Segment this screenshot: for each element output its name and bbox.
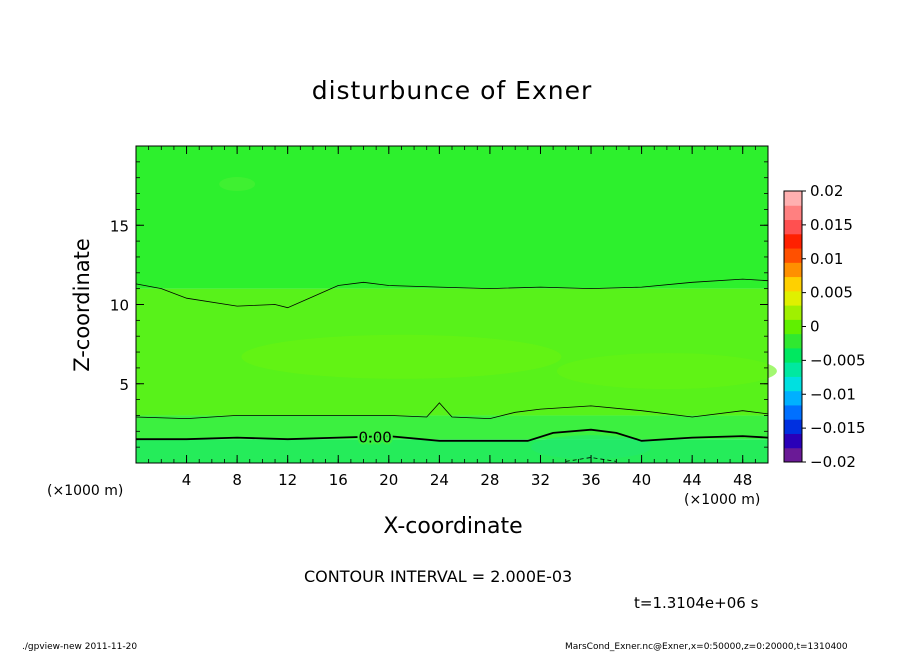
fill-band-3 (136, 146, 768, 289)
x-tick-label: 12 (278, 471, 297, 489)
colorbar-segment (784, 433, 802, 449)
colorbar-tick-label: −0.015 (810, 419, 866, 437)
y-tick-label: 10 (110, 297, 129, 315)
colorbar-segment (784, 419, 802, 434)
x-tick-label: 48 (733, 471, 752, 489)
y-tick-label: 5 (119, 376, 129, 394)
x-tick-label: 28 (480, 471, 499, 489)
colorbar-segment (784, 347, 802, 363)
colorbar-segment (784, 191, 802, 206)
x-tick-label: 24 (430, 471, 449, 489)
colorbar-tick-label: 0.005 (810, 284, 853, 302)
colorbar-segment (784, 305, 802, 320)
contour-line-2 (135, 402, 769, 420)
y-tick-label: 15 (110, 217, 129, 235)
colorbar-segment (784, 376, 802, 392)
contour-line-3 (135, 278, 769, 309)
colorbar-tick-label: 0 (810, 318, 820, 336)
colorbar-segment (784, 290, 802, 306)
colorbar-tick-label: −0.01 (810, 385, 856, 403)
time-label: t=1.3104e+06 s (634, 594, 759, 612)
colorbar-segment (784, 319, 802, 335)
fill-band-1 (136, 415, 768, 440)
x-axis-label: X-coordinate (383, 514, 523, 539)
colorbar-segment (784, 362, 802, 377)
footer-left: ./gpview-new 2011-11-20 (22, 642, 138, 652)
colorbar-segment (784, 219, 802, 235)
x-tick-label: 16 (329, 471, 348, 489)
x-tick-label: 36 (581, 471, 600, 489)
colorbar-segment (784, 248, 802, 263)
colorbar-segment (784, 205, 802, 221)
contour-line-0 (565, 457, 617, 462)
x-tick-label: 20 (379, 471, 398, 489)
x-tick-label: 32 (531, 471, 550, 489)
contour-line-1 (136, 428, 769, 442)
fill-patch-bottom (531, 435, 652, 460)
contour-label: 0.00 (358, 429, 391, 447)
colorbar-segment (784, 333, 802, 349)
colorbar-segment (784, 404, 802, 420)
x-tick-label: 40 (632, 471, 651, 489)
chart-title: disturbunce of Exner (311, 76, 593, 105)
colorbar-segment (784, 276, 802, 292)
contour-interval-text: CONTOUR INTERVAL = 2.000E-03 (304, 567, 573, 586)
footer-right: MarsCond_Exner.nc@Exner,x=0:50000,z=0:20… (565, 642, 848, 652)
x-tick-label: 44 (683, 471, 702, 489)
colorbar-segment (784, 390, 802, 406)
x-unit-right: (×1000 m) (684, 492, 761, 508)
colorbar-segment (784, 262, 802, 278)
fill-patch-mid (241, 334, 562, 379)
fill-patch-right (556, 353, 777, 390)
colorbar-segment (784, 233, 802, 249)
colorbar-tick-label: 0.015 (810, 216, 853, 234)
colorbar-tick-label: 0.02 (810, 182, 843, 200)
colorbar-tick-label: −0.02 (810, 453, 856, 471)
x-tick-label: 4 (182, 471, 192, 489)
colorbar-segment (784, 447, 802, 463)
x-tick-label: 8 (232, 471, 242, 489)
colorbar-tick-label: −0.005 (810, 351, 866, 369)
colorbar-tick-label: 0.01 (810, 250, 843, 268)
x-unit-left: (×1000 m) (47, 483, 124, 499)
fill-patch-top (219, 177, 256, 192)
